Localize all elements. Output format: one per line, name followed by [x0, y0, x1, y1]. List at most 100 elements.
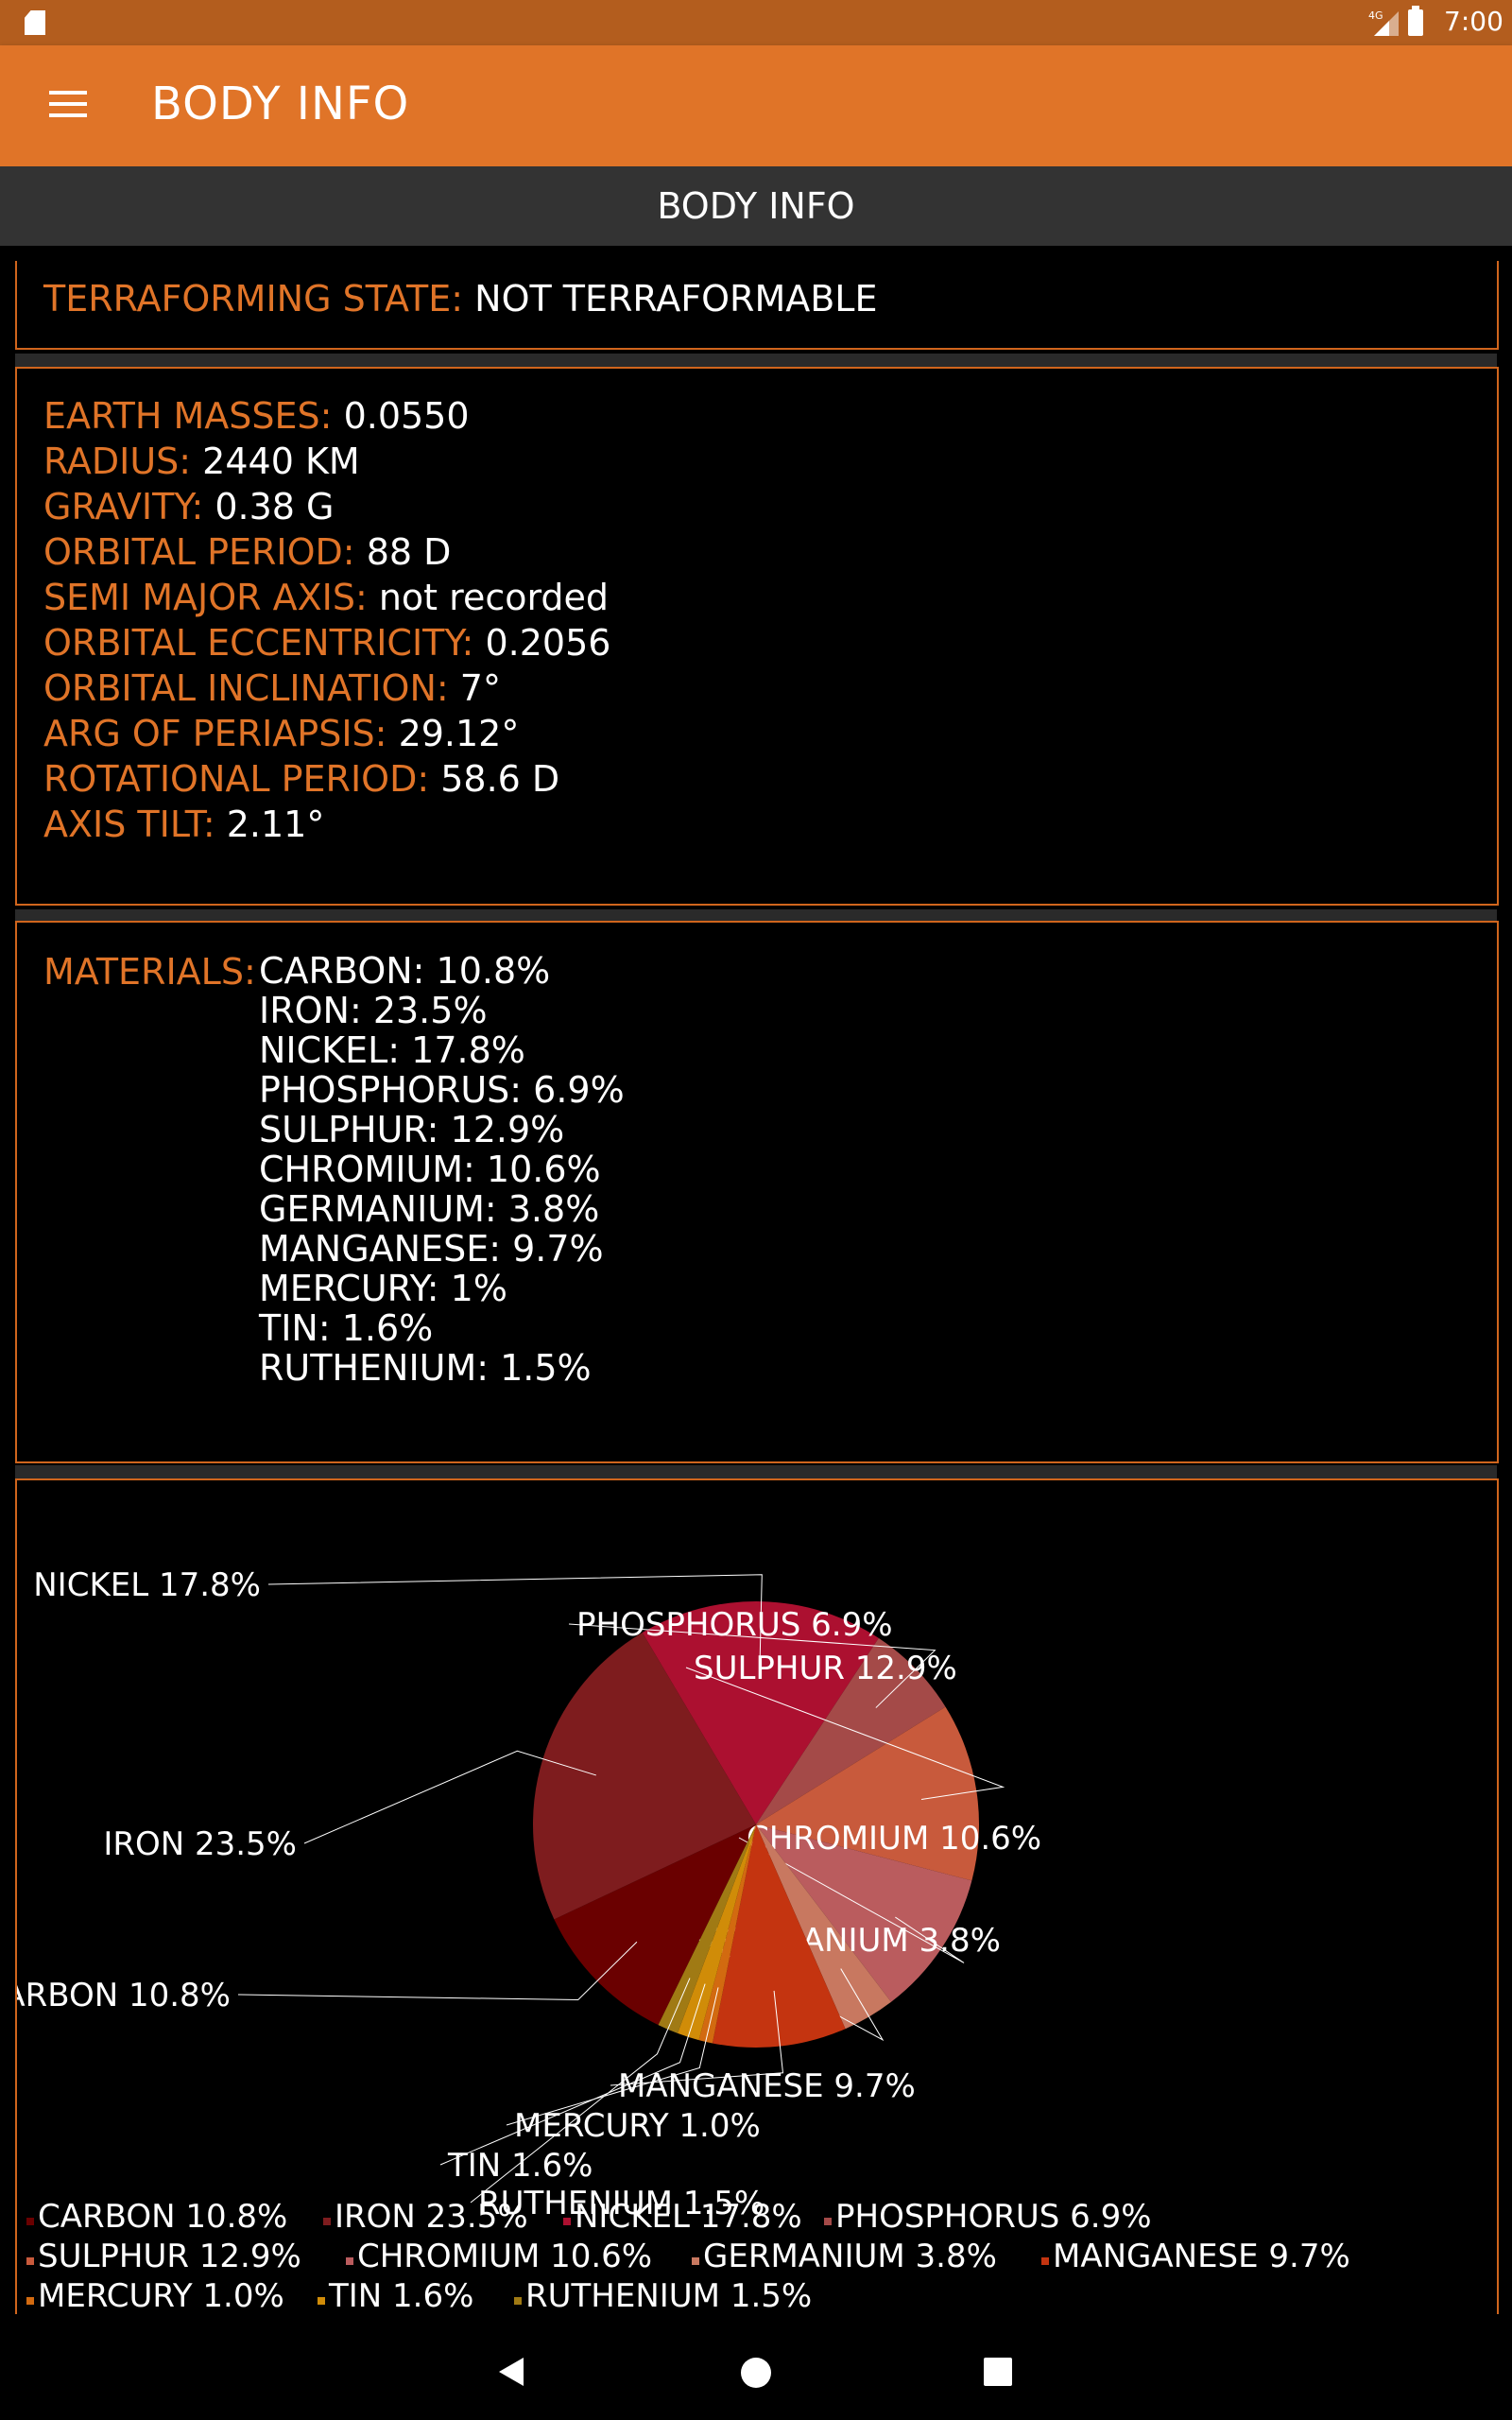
terraforming-card: TERRAFORMING STATE: NOT TERRAFORMABLE — [15, 261, 1499, 350]
property-row: ORBITAL ECCENTRICITY: 0.2056 — [43, 620, 610, 666]
recent-apps-icon[interactable] — [984, 2358, 1012, 2386]
pie-slice-iron[interactable] — [533, 1632, 756, 1920]
legend-item: NICKEL 17.8% — [575, 2198, 802, 2236]
pie-slice-mercury[interactable] — [698, 1824, 756, 2044]
signal-icon: 4G — [1368, 9, 1399, 36]
materials-list: CARBON: 10.8% IRON: 23.5% NICKEL: 17.8% PHO… — [259, 951, 625, 1388]
pie-slice-germanium[interactable] — [756, 1824, 892, 2030]
material-item: GERMANIUM: 3.8% — [259, 1188, 600, 1230]
property-row: AXIS TILT: 2.11° — [43, 802, 610, 847]
legend-swatch — [514, 2297, 522, 2305]
home-icon[interactable] — [741, 2358, 771, 2388]
terraforming-value: NOT TERRAFORMABLE — [474, 278, 878, 320]
terraforming-row: TERRAFORMING STATE: NOT TERRAFORMABLE — [43, 276, 877, 321]
legend-swatch — [26, 2257, 34, 2265]
material-item: TIN: 1.6% — [259, 1307, 434, 1349]
property-value: 0.2056 — [485, 622, 611, 664]
slice-leader-line — [738, 1837, 965, 1963]
property-value: 0.38 G — [215, 486, 335, 527]
legend-item: TIN 1.6% — [328, 2277, 473, 2312]
card-divider — [15, 1465, 1497, 1478]
properties-card: EARTH MASSES: 0.0550 RADIUS: 2440 KM GRAVI… — [15, 367, 1499, 906]
material-item: MERCURY: 1% — [259, 1268, 507, 1309]
material-item: CHROMIUM: 10.6% — [259, 1149, 601, 1190]
app-bar: BODY INFO — [0, 45, 1512, 166]
materials-label: MATERIALS: — [43, 951, 256, 993]
slice-leader-line — [610, 1990, 784, 2086]
slice-leader-line — [685, 1667, 1005, 1800]
property-row: RADIUS: 2440 KM — [43, 439, 610, 484]
pie-slice-nickel[interactable] — [642, 1601, 879, 1824]
property-label: ORBITAL INCLINATION: — [43, 667, 449, 709]
property-value: 29.12° — [398, 713, 520, 754]
legend-item: PHOSPHORUS 6.9% — [835, 2198, 1152, 2236]
pie-slice-tin[interactable] — [677, 1824, 756, 2041]
slice-leader-line — [568, 1623, 936, 1708]
slice-label: RUTHENIUM 1.5% — [478, 2185, 765, 2222]
slice-leader-line — [267, 1574, 763, 1658]
property-label: EARTH MASSES: — [43, 395, 333, 437]
property-value: 2.11° — [226, 804, 325, 845]
legend-item: SULPHUR 12.9% — [38, 2238, 301, 2275]
slice-leader-line — [237, 1941, 638, 2001]
legend-item: RUTHENIUM 1.5% — [525, 2277, 812, 2312]
pie-slice-chromium[interactable] — [756, 1824, 972, 2002]
legend-swatch — [346, 2257, 353, 2265]
property-label: ORBITAL ECCENTRICITY: — [43, 622, 474, 664]
slice-label: TIN 1.6% — [447, 2147, 593, 2185]
material-item: PHOSPHORUS: 6.9% — [259, 1069, 625, 1111]
property-row: EARTH MASSES: 0.0550 — [43, 393, 610, 439]
slice-leader-line — [439, 1983, 706, 2166]
property-label: ROTATIONAL PERIOD: — [43, 758, 430, 800]
property-row: ROTATIONAL PERIOD: 58.6 D — [43, 756, 610, 802]
slice-label: SULPHUR 12.9% — [694, 1650, 957, 1687]
legend-item: IRON 23.5% — [335, 2198, 528, 2236]
property-label: SEMI MAJOR AXIS: — [43, 577, 368, 618]
battery-icon — [1408, 6, 1423, 36]
back-icon[interactable] — [499, 2358, 524, 2386]
material-item: IRON: 23.5% — [259, 990, 488, 1031]
pie-slice-sulphur[interactable] — [756, 1706, 979, 1881]
property-row: ORBITAL INCLINATION: 7° — [43, 666, 610, 711]
material-item: NICKEL: 17.8% — [259, 1029, 525, 1071]
legend-item: MERCURY 1.0% — [38, 2277, 284, 2312]
property-value: not recorded — [378, 577, 610, 618]
slice-label: IRON 23.5% — [103, 1825, 297, 1863]
pie-slice-carbon[interactable] — [554, 1824, 756, 2026]
slice-label: NICKEL 17.8% — [33, 1566, 261, 1604]
property-row: GRAVITY: 0.38 G — [43, 484, 610, 529]
pie-slice-manganese[interactable] — [712, 1824, 846, 2048]
legend-swatch — [26, 2218, 34, 2225]
material-item: RUTHENIUM: 1.5% — [259, 1347, 592, 1389]
property-label: ARG OF PERIAPSIS: — [43, 713, 387, 754]
sd-card-icon — [25, 10, 45, 35]
slice-leader-line — [303, 1750, 596, 1844]
property-label: GRAVITY: — [43, 486, 204, 527]
card-divider — [15, 354, 1497, 367]
property-value: 7° — [459, 667, 501, 709]
network-type: 4G — [1368, 9, 1383, 22]
property-row: ORBITAL PERIOD: 88 D — [43, 529, 610, 575]
materials-pie-chart[interactable]: CARBON 10.8% IRON 23.5% NICKEL 17.8% PHOSPH… — [0, 1480, 1497, 2315]
app-title: BODY INFO — [151, 78, 410, 130]
status-bar: 4G 7:00 — [0, 0, 1512, 45]
legend-swatch — [824, 2218, 832, 2225]
section-header: BODY INFO — [0, 166, 1512, 246]
hamburger-menu-icon[interactable] — [49, 91, 87, 121]
card-divider — [15, 909, 1497, 923]
legend-item: CARBON 10.8% — [38, 2198, 287, 2236]
legend-swatch — [563, 2218, 571, 2225]
property-label: RADIUS: — [43, 441, 192, 482]
material-item: SULPHUR: 12.9% — [259, 1109, 565, 1150]
slice-label: CHROMIUM 10.6% — [747, 1820, 1041, 1858]
slice-label: MERCURY 1.0% — [514, 2107, 761, 2145]
property-label: ORBITAL PERIOD: — [43, 531, 355, 573]
clock: 7:00 — [1444, 6, 1503, 37]
slice-leader-line — [506, 1987, 719, 2126]
property-row: SEMI MAJOR AXIS: not recorded — [43, 575, 610, 620]
pie-slice-ruthenium[interactable] — [658, 1824, 756, 2033]
slice-label: MANGANESE 9.7% — [618, 2067, 916, 2105]
pie-slice-phosphorus[interactable] — [756, 1637, 946, 1824]
legend-swatch — [692, 2257, 699, 2265]
property-value: 0.0550 — [343, 395, 470, 437]
